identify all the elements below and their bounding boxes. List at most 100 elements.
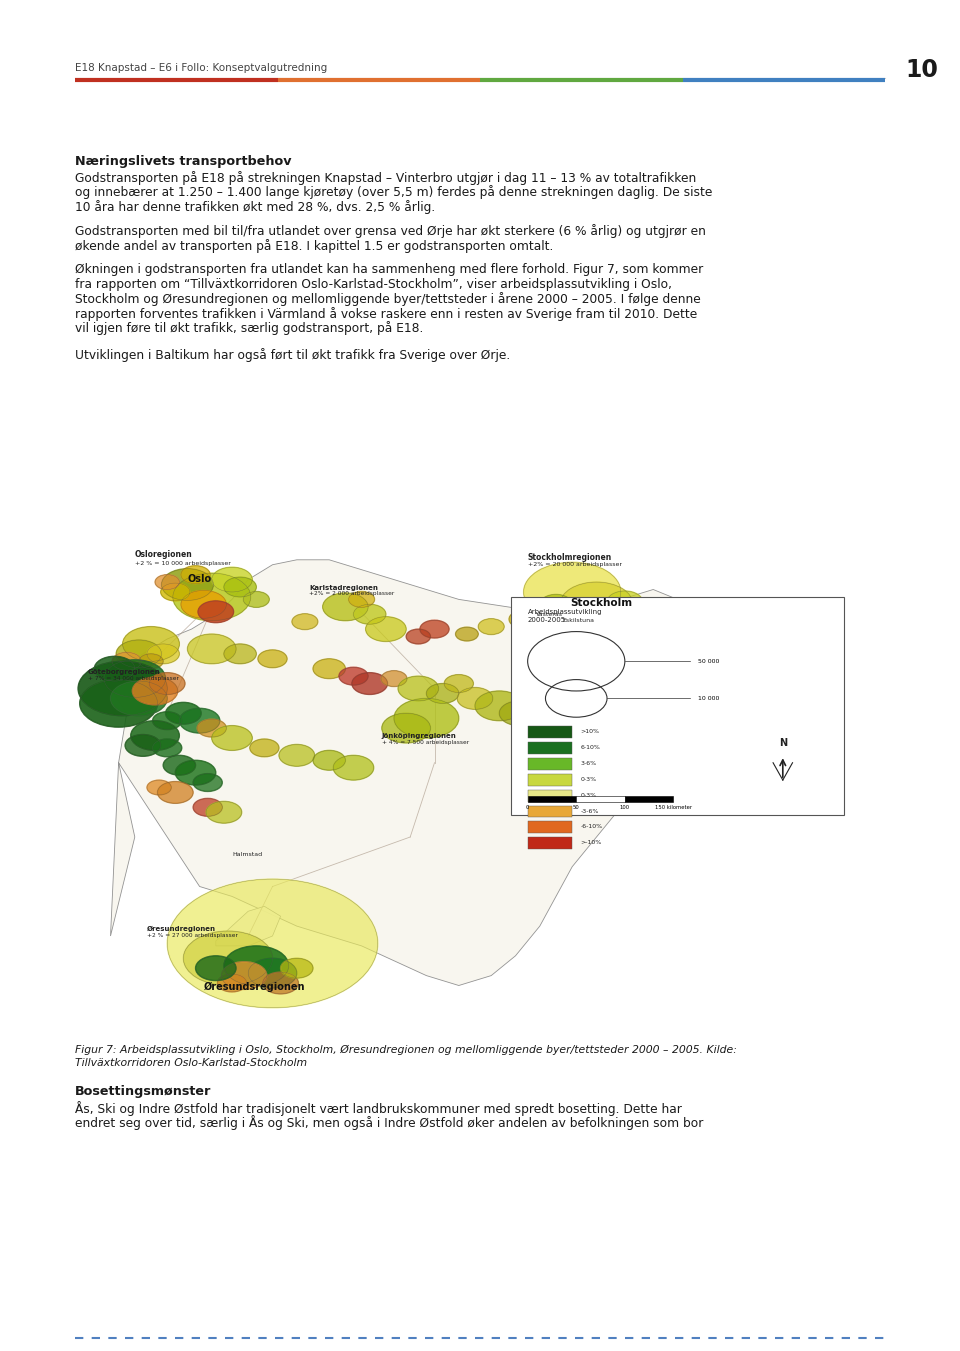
Text: Tillväxtkorridoren Oslo-Karlstad-Stockholm: Tillväxtkorridoren Oslo-Karlstad-Stockho… — [75, 1058, 307, 1069]
Circle shape — [150, 673, 185, 694]
Circle shape — [540, 594, 572, 615]
Text: Stockholm og Øresundregionen og mellomliggende byer/tettsteder i årene 2000 – 20: Stockholm og Øresundregionen og mellomli… — [75, 293, 701, 307]
Circle shape — [187, 634, 236, 663]
Circle shape — [165, 703, 202, 724]
Circle shape — [550, 601, 586, 623]
Circle shape — [457, 688, 492, 709]
Circle shape — [224, 577, 256, 597]
Circle shape — [382, 713, 430, 743]
Circle shape — [222, 962, 267, 989]
Bar — [528, 790, 572, 801]
Circle shape — [509, 611, 539, 628]
Text: Figur 7: Arbeidsplassutvikling i Oslo, Stockholm, Øresundregionen og mellomligge: Figur 7: Arbeidsplassutvikling i Oslo, S… — [75, 1046, 737, 1055]
Circle shape — [181, 566, 210, 584]
Circle shape — [104, 659, 165, 697]
Circle shape — [157, 782, 193, 804]
Circle shape — [568, 607, 609, 631]
Text: 3-6%: 3-6% — [580, 761, 596, 766]
Text: -6-10%: -6-10% — [580, 824, 603, 830]
Text: Utviklingen i Baltikum har også ført til økt trafikk fra Sverige over Ørje.: Utviklingen i Baltikum har også ført til… — [75, 349, 511, 362]
Circle shape — [381, 670, 407, 686]
Circle shape — [263, 973, 299, 994]
Circle shape — [394, 698, 459, 738]
Circle shape — [173, 573, 251, 620]
Circle shape — [339, 667, 368, 685]
Text: Næringslivets transportbehov: Næringslivets transportbehov — [75, 155, 292, 168]
Circle shape — [78, 661, 167, 716]
Text: 10 000: 10 000 — [698, 696, 719, 701]
Polygon shape — [110, 559, 734, 985]
Text: Økningen i godstransporten fra utlandet kan ha sammenheng med flere forhold. Fig: Økningen i godstransporten fra utlandet … — [75, 263, 704, 277]
Text: Eskilstuna: Eskilstuna — [563, 617, 594, 623]
Circle shape — [123, 627, 180, 661]
Text: Oslo: Oslo — [187, 574, 211, 584]
Circle shape — [198, 601, 233, 623]
Text: +2% = 2 000 arbeidsplasser: +2% = 2 000 arbeidsplasser — [309, 592, 395, 596]
Text: Västerås: Västerås — [536, 612, 563, 617]
Text: >-10%: >-10% — [580, 840, 602, 846]
Bar — [528, 758, 572, 770]
Text: 10: 10 — [905, 58, 938, 82]
Circle shape — [212, 567, 252, 592]
Text: endret seg over tid, særlig i Ås og Ski, men også i Indre Østfold øker andelen a: endret seg over tid, særlig i Ås og Ski,… — [75, 1116, 704, 1131]
Circle shape — [499, 701, 540, 725]
Circle shape — [163, 755, 196, 775]
Text: Osloregionen: Osloregionen — [134, 550, 193, 559]
Circle shape — [94, 657, 134, 681]
Circle shape — [161, 569, 213, 600]
Text: rapporten forventes trafikken i Värmland å vokse raskere enn i resten av Sverige: rapporten forventes trafikken i Värmland… — [75, 307, 697, 322]
Bar — [528, 727, 572, 738]
Circle shape — [180, 708, 220, 734]
Text: vil igjen føre til økt trafikk, særlig godstransport, på E18.: vil igjen føre til økt trafikk, særlig g… — [75, 322, 423, 335]
Text: 50 000: 50 000 — [698, 659, 719, 663]
Text: N: N — [779, 738, 787, 748]
Text: 0: 0 — [526, 805, 529, 809]
Circle shape — [352, 673, 388, 694]
Circle shape — [250, 739, 279, 757]
Circle shape — [153, 739, 181, 757]
Circle shape — [80, 680, 157, 727]
Text: >10%: >10% — [580, 730, 599, 735]
Circle shape — [224, 644, 256, 663]
Text: Jönköpingregionen: Jönköpingregionen — [382, 734, 457, 739]
Circle shape — [333, 755, 373, 780]
Text: Halmstad: Halmstad — [232, 852, 262, 857]
Circle shape — [313, 659, 346, 678]
Circle shape — [323, 593, 368, 620]
Bar — [528, 821, 572, 834]
Circle shape — [193, 798, 223, 816]
Circle shape — [153, 712, 181, 730]
Text: E18 Knapstad – E6 i Follo: Konseptvalgutredning: E18 Knapstad – E6 i Follo: Konseptvalgut… — [75, 63, 327, 73]
Circle shape — [560, 582, 633, 627]
Text: Göteborgregionen: Göteborgregionen — [87, 669, 160, 674]
Text: 6-10%: 6-10% — [580, 746, 600, 750]
Circle shape — [116, 640, 161, 667]
Text: +2 % = 27 000 arbeidsplasser: +2 % = 27 000 arbeidsplasser — [147, 934, 238, 938]
Bar — [528, 805, 572, 817]
Circle shape — [132, 677, 178, 705]
Text: Arbeidsplassutvikling
2000-2005: Arbeidsplassutvikling 2000-2005 — [528, 609, 602, 623]
Circle shape — [588, 600, 637, 630]
Circle shape — [348, 592, 374, 608]
Text: 0-3%: 0-3% — [580, 793, 596, 797]
Text: og innebærer at 1.250 – 1.400 lange kjøretøy (over 5,5 m) ferdes på denne strekn: og innebærer at 1.250 – 1.400 lange kjør… — [75, 185, 712, 200]
Text: Godstransporten med bil til/fra utlandet over grensa ved Ørje har økt sterkere (: Godstransporten med bil til/fra utlandet… — [75, 224, 706, 239]
Circle shape — [156, 574, 180, 589]
Polygon shape — [216, 907, 280, 946]
Circle shape — [147, 644, 180, 663]
Circle shape — [197, 719, 227, 738]
Circle shape — [196, 955, 236, 981]
Text: 100: 100 — [620, 805, 630, 809]
Text: Øresundregionen: Øresundregionen — [147, 925, 216, 932]
Circle shape — [406, 630, 430, 644]
Text: Ås, Ski og Indre Østfold har tradisjonelt vært landbrukskommuner med spredt bose: Ås, Ski og Indre Østfold har tradisjonel… — [75, 1101, 682, 1116]
Circle shape — [478, 619, 504, 635]
Circle shape — [366, 616, 406, 642]
Circle shape — [217, 974, 247, 992]
Circle shape — [139, 654, 163, 669]
Text: 10 åra har denne trafikken økt med 28 %, dvs. 2,5 % årlig.: 10 åra har denne trafikken økt med 28 %,… — [75, 200, 435, 213]
Circle shape — [249, 958, 297, 988]
Circle shape — [224, 946, 289, 985]
Circle shape — [206, 801, 242, 823]
Text: + 4% = 7 500 arbeidsplasser: + 4% = 7 500 arbeidsplasser — [382, 740, 469, 744]
